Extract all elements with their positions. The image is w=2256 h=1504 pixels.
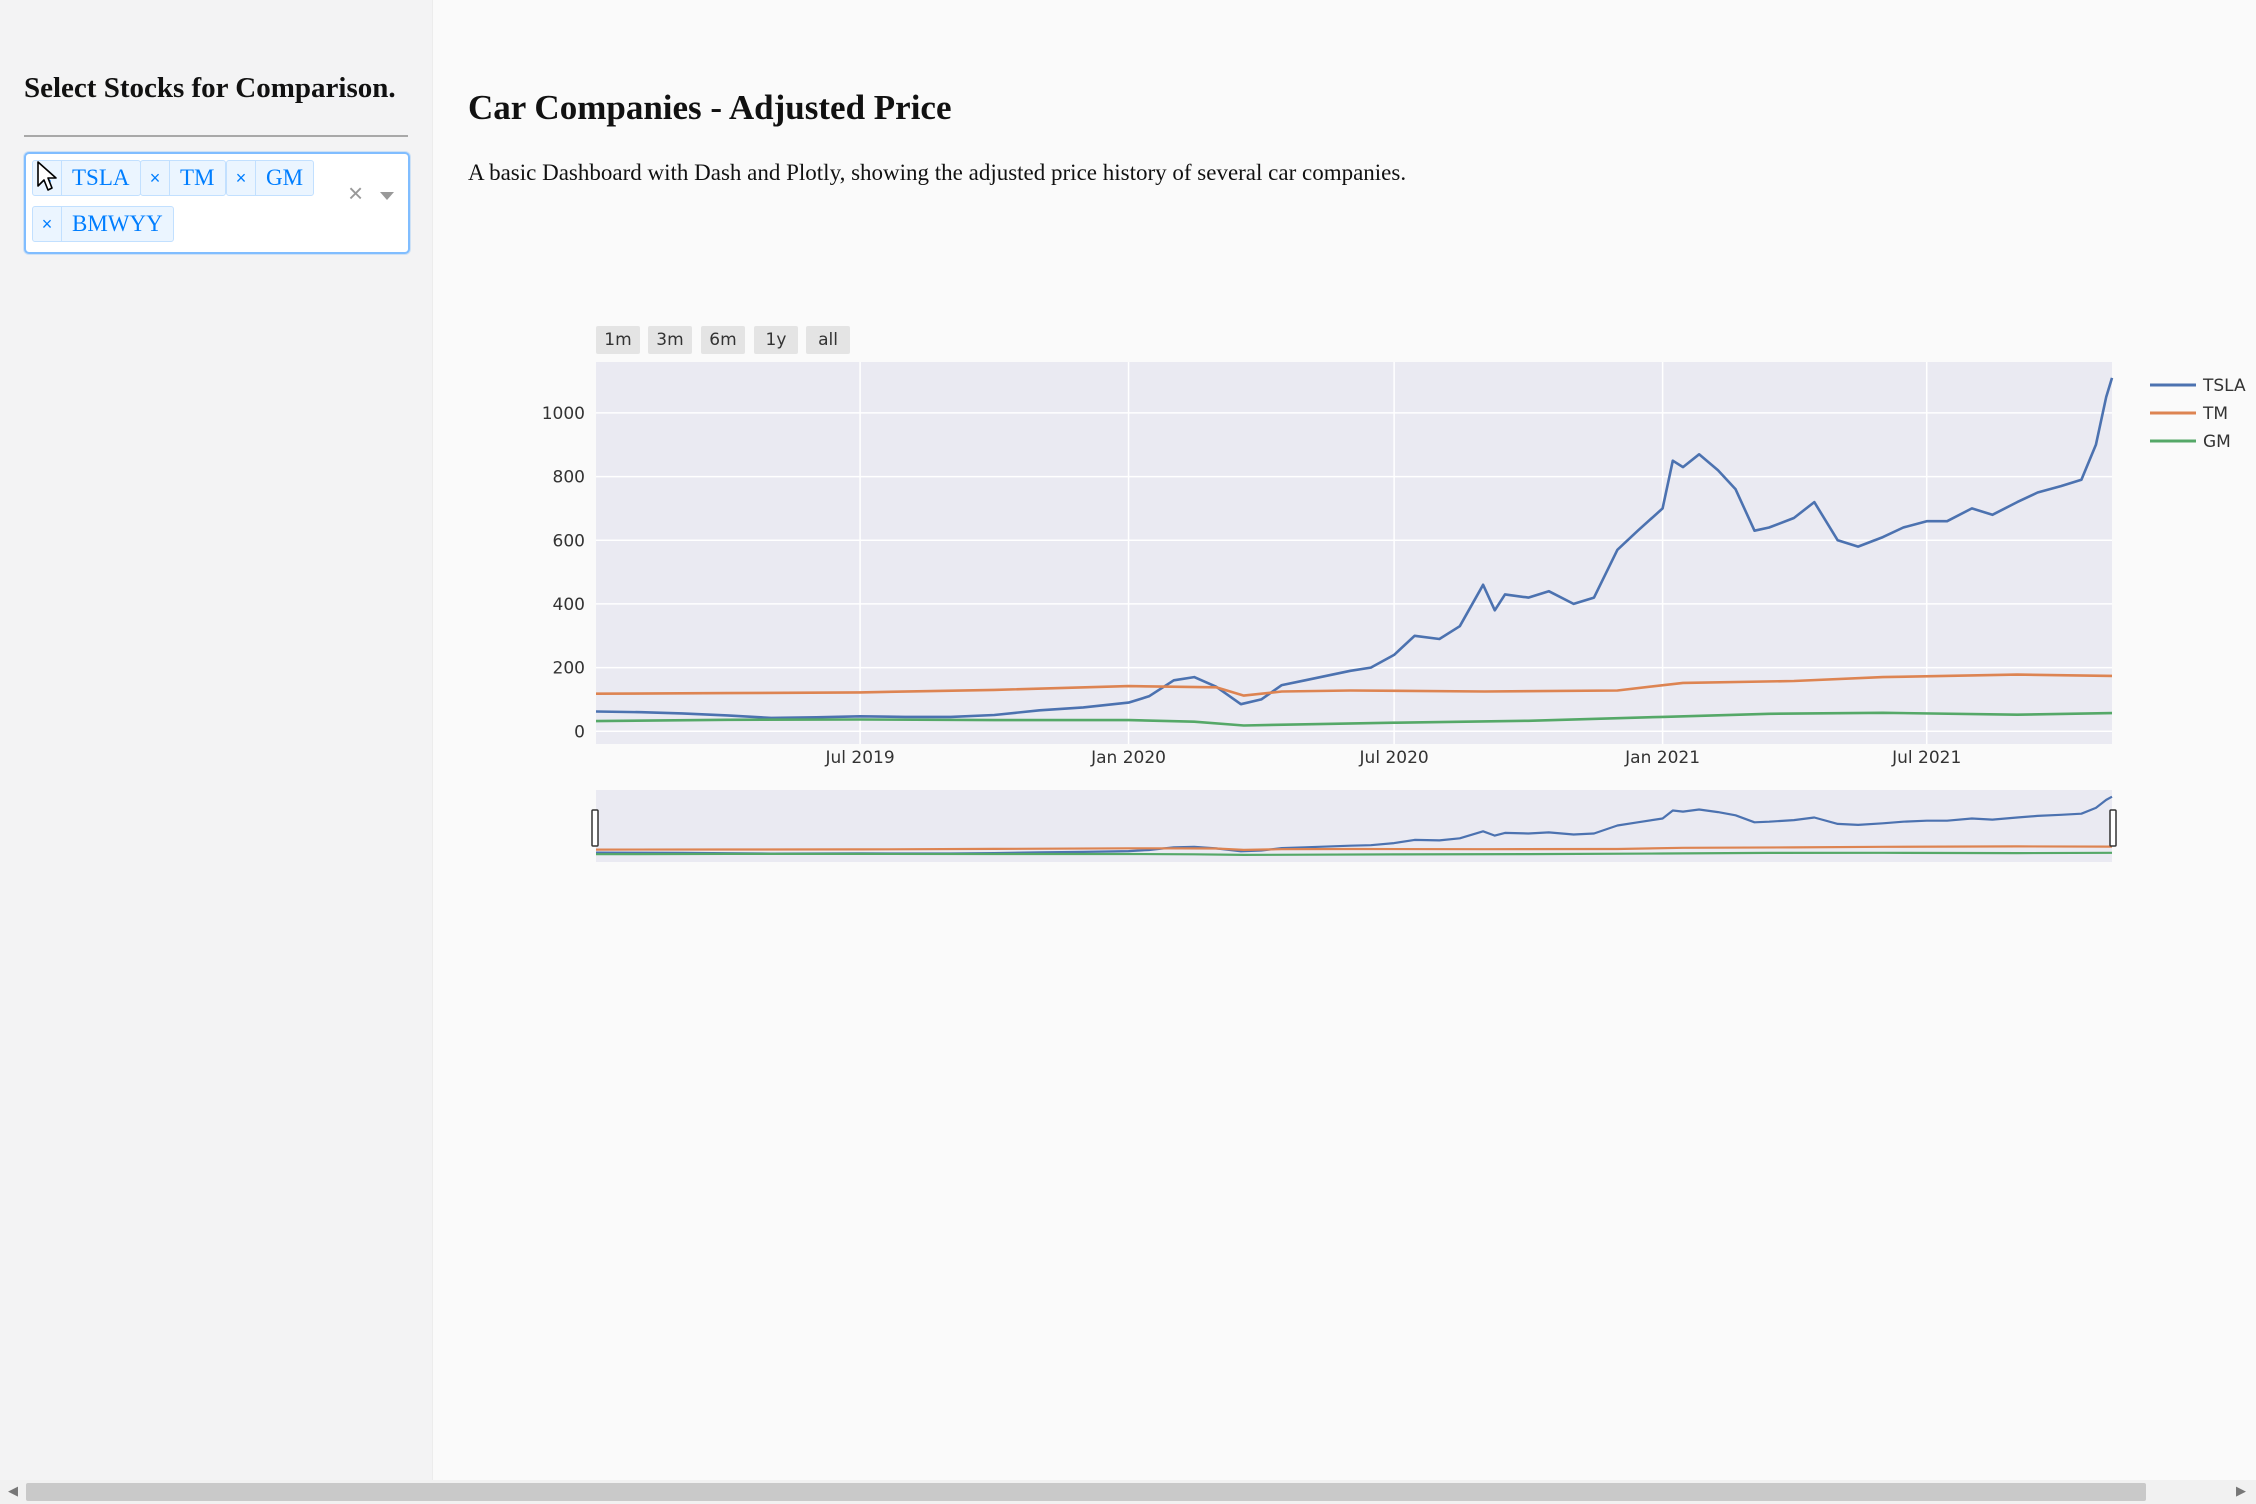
slider-line-tsla [595, 795, 2113, 855]
y-tick-label: 1000 [542, 404, 585, 424]
range-slider-handle-left[interactable] [591, 809, 599, 847]
x-tick-label: Jan 2021 [1624, 748, 1700, 768]
stock-tag-tm: × TM [140, 160, 226, 196]
range-button-6m[interactable]: 6m [701, 326, 745, 354]
x-tick-label: Jan 2020 [1090, 748, 1166, 768]
mouse-cursor-icon [37, 161, 57, 191]
remove-tag-icon[interactable]: × [33, 207, 62, 241]
legend: TSLA TM GM [2150, 376, 2246, 452]
sidebar-title: Select Stocks for Comparison. [24, 72, 396, 104]
horizontal-scrollbar[interactable]: ◀ ▶ [0, 1480, 2256, 1504]
legend-label-gm: GM [2203, 432, 2231, 452]
legend-item-tsla[interactable]: TSLA [2150, 376, 2246, 396]
series-lines [595, 377, 2114, 727]
page-description: A basic Dashboard with Dash and Plotly, … [468, 160, 1407, 185]
x-tick-label: Jul 2021 [1891, 748, 1961, 768]
remove-tag-icon[interactable]: × [141, 161, 170, 195]
stock-tag-label: TM [180, 165, 215, 190]
x-tick-label: Jul 2020 [1359, 748, 1429, 768]
range-button-1y[interactable]: 1y [754, 326, 798, 354]
x-tick-label: Jul 2019 [825, 748, 895, 768]
y-axis: 0 200 400 600 800 1000 [542, 404, 585, 742]
series-line-tm [595, 673, 2113, 697]
y-tick-label: 600 [553, 531, 585, 551]
stock-tag-label: BMWYY [72, 211, 163, 236]
plot-area [596, 362, 2112, 744]
range-button-3m[interactable]: 3m [648, 326, 692, 354]
scroll-right-icon[interactable]: ▶ [2236, 1484, 2246, 1499]
scrollbar-thumb[interactable] [26, 1483, 2146, 1501]
chevron-down-icon[interactable] [380, 192, 394, 200]
stock-multiselect[interactable]: × TSLA × TM × GM × BMWYY × [24, 152, 410, 254]
y-tick-label: 0 [574, 722, 585, 742]
stock-tag-label: TSLA [72, 165, 130, 190]
y-tick-label: 400 [553, 595, 585, 615]
slider-line-gm [595, 851, 2113, 857]
x-axis: Jul 2019 Jan 2020 Jul 2020 Jan 2021 Jul 2021 [825, 748, 1962, 768]
scroll-left-icon[interactable]: ◀ [8, 1484, 18, 1499]
sidebar-divider [24, 135, 408, 137]
page-title: Car Companies - Adjusted Price [468, 88, 952, 127]
legend-item-tm[interactable]: TM [2150, 404, 2228, 424]
clear-all-icon[interactable]: × [348, 178, 364, 208]
y-tick-label: 200 [553, 659, 585, 679]
range-button-all[interactable]: all [806, 326, 850, 354]
series-line-tsla [595, 377, 2114, 720]
range-button-1m[interactable]: 1m [596, 326, 640, 354]
legend-label-tsla: TSLA [2202, 376, 2246, 396]
grid [596, 362, 2112, 744]
range-slider-handle-right[interactable] [2109, 809, 2117, 847]
stock-tag-label: GM [266, 165, 304, 190]
remove-tag-icon[interactable]: × [227, 161, 256, 195]
stock-tag-gm: × GM [226, 160, 315, 196]
slider-line-tm [595, 845, 2113, 852]
series-line-gm [595, 711, 2113, 727]
stock-tag-tsla: × TSLA [32, 160, 141, 196]
legend-item-gm[interactable]: GM [2150, 432, 2231, 452]
stock-tag-bmwyy: × BMWYY [32, 206, 174, 242]
range-slider[interactable] [596, 790, 2112, 862]
legend-label-tm: TM [2202, 404, 2228, 424]
range-slider-lines [595, 795, 2113, 857]
sidebar: Select Stocks for Comparison. × TSLA × T… [0, 0, 433, 1480]
y-tick-label: 800 [553, 468, 585, 488]
